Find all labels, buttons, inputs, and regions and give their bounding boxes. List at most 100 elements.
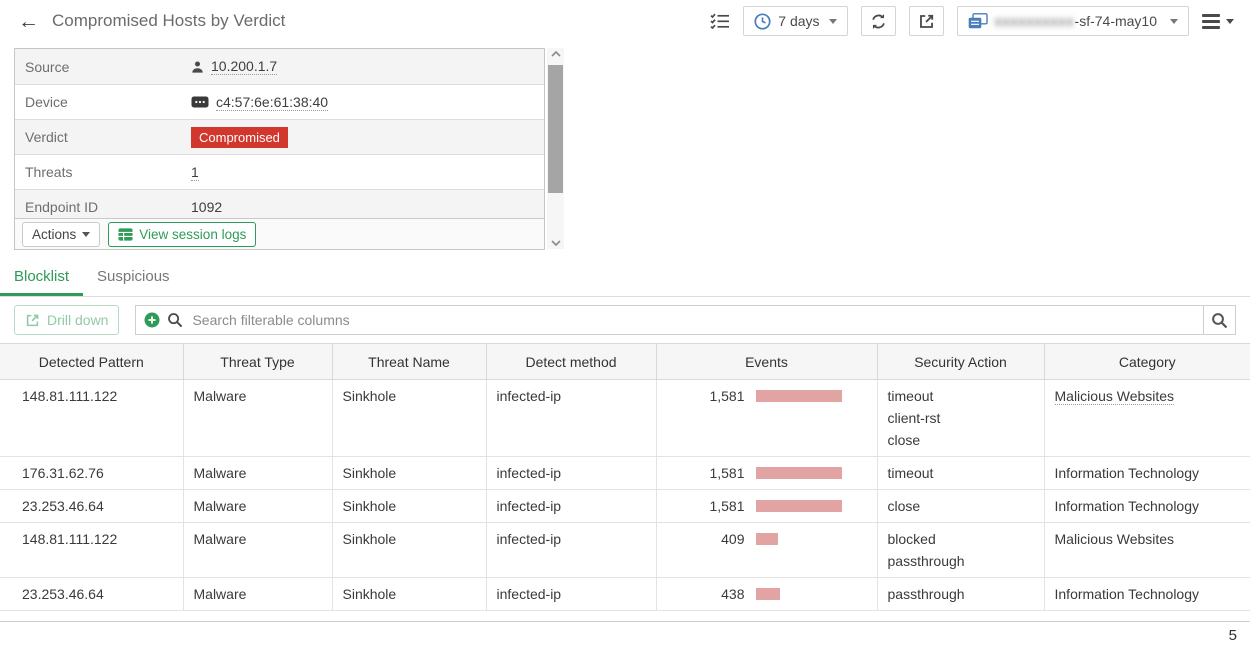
cell-threat-type: Malware <box>183 577 333 611</box>
cell-detected-pattern: 176.31.62.76 <box>0 456 184 490</box>
cell-category: Malicious Websites <box>1044 379 1250 457</box>
tab-bar: Blocklist Suspicious <box>0 260 1250 297</box>
cell-events: 1,581 <box>656 489 878 523</box>
tab-suspicious[interactable]: Suspicious <box>97 268 170 285</box>
clock-icon <box>754 12 771 30</box>
export-button[interactable] <box>908 6 944 36</box>
cell-detect-method: infected-ip <box>486 577 657 611</box>
cell-security-action: timeout client-rst close <box>877 379 1045 457</box>
scrollbar-thumb[interactable] <box>548 65 563 193</box>
cell-detect-method: infected-ip <box>486 379 657 457</box>
cell-events: 438 <box>656 577 878 611</box>
events-bar <box>755 390 842 402</box>
cell-detect-method: infected-ip <box>486 456 657 490</box>
cell-threat-type: Malware <box>183 379 333 457</box>
cell-security-action: close <box>877 489 1045 523</box>
cell-security-action: blocked passthrough <box>877 522 1045 578</box>
table-row[interactable]: 176.31.62.76 Malware Sinkhole infected-i… <box>0 456 1250 490</box>
device-name-redacted: xxxxxxxxxx-sf-74-may10 <box>994 13 1157 29</box>
search-input[interactable] <box>190 311 1195 329</box>
page-footer: 5 <box>0 621 1250 649</box>
device-selector-button[interactable]: xxxxxxxxxx-sf-74-may10 <box>956 6 1189 36</box>
hamburger-menu-icon <box>1202 13 1220 29</box>
host-detail-section: Source 10.200.1.7 Device <box>14 48 1250 250</box>
cell-threat-name: Sinkhole <box>332 379 487 457</box>
back-arrow-icon[interactable]: ← <box>18 9 39 33</box>
events-bar <box>755 467 842 479</box>
device-mac-link[interactable]: c4:57:6e:61:38:40 <box>216 93 329 111</box>
cell-category: Information Technology <box>1044 456 1250 490</box>
col-header-detected-pattern[interactable]: Detected Pattern <box>0 343 184 380</box>
cell-threat-name: Sinkhole <box>332 489 487 523</box>
col-header-detect-method[interactable]: Detect method <box>486 343 657 380</box>
devices-icon <box>968 13 988 29</box>
time-range-label: 7 days <box>778 13 820 29</box>
events-count: 409 <box>721 531 745 547</box>
cell-threat-name: Sinkhole <box>332 577 487 611</box>
table-row[interactable]: 148.81.111.122 Malware Sinkhole infected… <box>0 379 1250 457</box>
cell-detect-method: infected-ip <box>486 489 657 523</box>
cell-security-action: passthrough <box>877 577 1045 611</box>
view-session-logs-button[interactable]: View session logs <box>108 221 257 247</box>
host-detail-rows: Source 10.200.1.7 Device <box>15 49 544 218</box>
endpoint-id-value: 1092 <box>191 199 223 215</box>
detail-scrollbar[interactable] <box>547 48 564 249</box>
events-bar <box>755 500 842 512</box>
time-range-button[interactable]: 7 days <box>743 6 848 36</box>
col-header-threat-type[interactable]: Threat Type <box>183 343 333 380</box>
category-link[interactable]: Malicious Websites <box>1054 388 1175 405</box>
col-header-category[interactable]: Category <box>1044 343 1250 380</box>
source-ip-link[interactable]: 10.200.1.7 <box>211 58 278 75</box>
chevron-down-icon <box>1170 18 1178 24</box>
col-header-events[interactable]: Events <box>656 343 878 380</box>
tab-blocklist[interactable]: Blocklist <box>0 260 84 296</box>
col-header-security-action[interactable]: Security Action <box>877 343 1045 380</box>
hamburger-menu-button[interactable] <box>1202 13 1234 29</box>
export-icon <box>918 13 935 30</box>
threats-table: Detected Pattern Threat Type Threat Name… <box>0 343 1250 611</box>
checklist-icon[interactable] <box>710 13 730 29</box>
events-count: 438 <box>721 586 745 602</box>
search-icon <box>167 312 183 328</box>
category-link[interactable]: Information Technology <box>1054 465 1200 481</box>
detail-row-device: Device c4:57:6e:61:38:40 <box>15 84 544 119</box>
events-count: 1,581 <box>709 465 745 481</box>
col-header-threat-name[interactable]: Threat Name <box>332 343 487 380</box>
user-icon <box>191 60 204 74</box>
refresh-icon <box>870 13 887 30</box>
refresh-button[interactable] <box>860 6 896 36</box>
category-link[interactable]: Malicious Websites <box>1054 531 1175 547</box>
table-row[interactable]: 23.253.46.64 Malware Sinkhole infected-i… <box>0 489 1250 523</box>
category-link[interactable]: Information Technology <box>1054 498 1200 514</box>
cell-detected-pattern: 23.253.46.64 <box>0 489 184 523</box>
threats-count-link[interactable]: 1 <box>191 163 199 181</box>
cell-detected-pattern: 148.81.111.122 <box>0 379 184 457</box>
plus-circle-icon[interactable] <box>144 312 160 328</box>
category-link[interactable]: Information Technology <box>1054 586 1200 602</box>
cell-category: Malicious Websites <box>1044 522 1250 578</box>
detail-row-verdict: Verdict Compromised <box>15 119 544 154</box>
drill-down-icon <box>25 313 40 328</box>
actions-button[interactable]: Actions <box>22 221 101 247</box>
table-row[interactable]: 23.253.46.64 Malware Sinkhole infected-i… <box>0 577 1250 611</box>
scroll-down-icon[interactable] <box>547 240 564 246</box>
events-bar <box>755 533 778 545</box>
cell-threat-type: Malware <box>183 522 333 578</box>
events-count: 1,581 <box>709 388 745 404</box>
detail-row-threats: Threats 1 <box>15 154 544 189</box>
search-icon <box>1211 312 1228 329</box>
cell-detected-pattern: 23.253.46.64 <box>0 577 184 611</box>
cell-detected-pattern: 148.81.111.122 <box>0 522 184 578</box>
cell-threat-type: Malware <box>183 456 333 490</box>
filter-search-group <box>135 305 1236 335</box>
filter-search-box <box>135 305 1204 335</box>
table-row[interactable]: 148.81.111.122 Malware Sinkhole infected… <box>0 522 1250 578</box>
detail-row-source: Source 10.200.1.7 <box>15 49 544 84</box>
drill-down-button[interactable]: Drill down <box>14 305 120 335</box>
cell-detect-method: infected-ip <box>486 522 657 578</box>
scroll-up-icon[interactable] <box>547 51 564 57</box>
top-bar: ← Compromised Hosts by Verdict 7 days <box>0 0 1250 42</box>
chevron-down-icon <box>82 231 91 237</box>
mac-address-icon <box>191 96 209 108</box>
search-submit-button[interactable] <box>1204 305 1236 335</box>
